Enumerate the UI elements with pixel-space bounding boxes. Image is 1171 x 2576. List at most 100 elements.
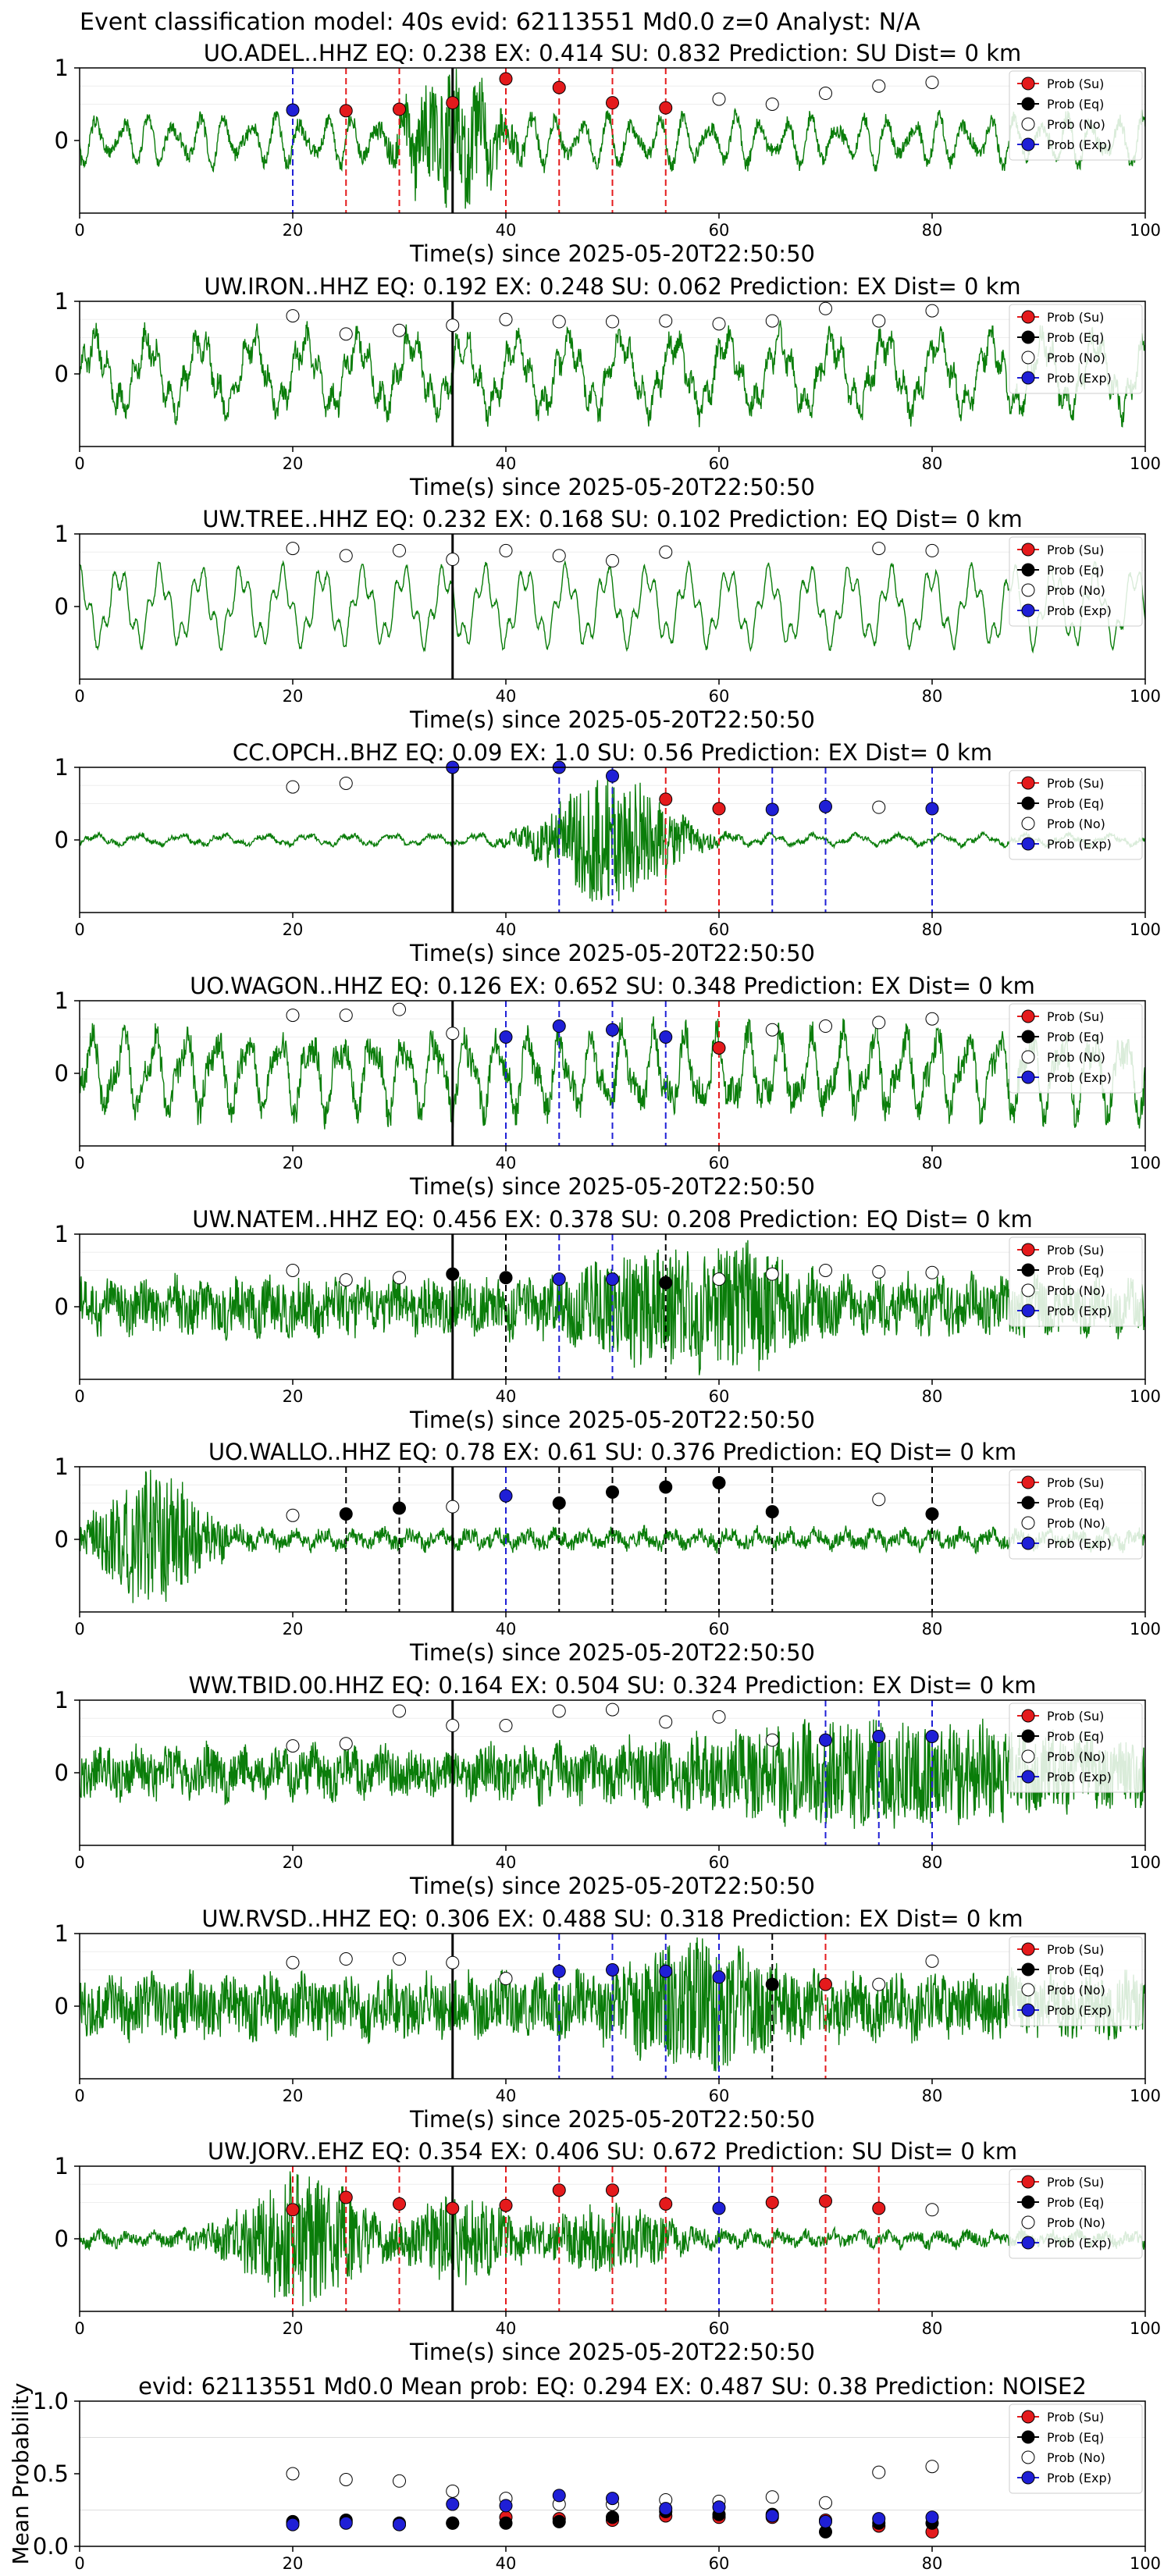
- legend-marker: [1021, 583, 1035, 597]
- waveform-trace: [80, 69, 1145, 209]
- probability-point-exp: [499, 1030, 513, 1044]
- legend-entry-exp: Prob (Exp): [1017, 2236, 1112, 2250]
- x-tick-label: 100: [1130, 2319, 1161, 2338]
- probability-point-eq: [712, 1475, 726, 1489]
- mean-point-eq: [552, 2514, 566, 2528]
- probability-point-no: [606, 1703, 619, 1717]
- probability-point-no: [872, 79, 886, 93]
- probability-point-no: [765, 314, 779, 328]
- probability-point-no: [925, 304, 939, 318]
- probability-point-no: [872, 1016, 886, 1030]
- probability-point-eq: [765, 1505, 779, 1519]
- y-tick-label: 0: [55, 2226, 69, 2252]
- panel-title: UW.RVSD..HHZ EQ: 0.306 EX: 0.488 SU: 0.3…: [201, 1905, 1023, 1932]
- legend-marker: [1021, 1536, 1035, 1550]
- legend-label: Prob (No): [1047, 1283, 1105, 1298]
- probability-point-su: [659, 792, 673, 806]
- probability-point-su: [819, 2194, 832, 2208]
- y-tick-label: 0: [55, 1759, 69, 1786]
- probability-point-no: [659, 545, 673, 559]
- probability-point-exp: [552, 1964, 566, 1978]
- x-tick-label: 80: [922, 687, 943, 706]
- probability-point-su: [872, 2201, 886, 2215]
- legend-entry-exp: Prob (Exp): [1017, 603, 1112, 618]
- legend-marker: [1021, 2215, 1035, 2229]
- x-tick-label: 40: [496, 1853, 517, 1872]
- legend-entry-exp: Prob (Exp): [1017, 837, 1112, 852]
- x-tick-label: 60: [709, 1853, 730, 1872]
- legend-marker: [1021, 2003, 1035, 2017]
- x-axis-label: Time(s) since 2025-05-20T22:50:50: [409, 1173, 815, 1200]
- mean-point-exp: [393, 2517, 406, 2532]
- legend-entry-exp: Prob (Exp): [1017, 2003, 1112, 2018]
- mean-point-exp: [872, 2512, 886, 2526]
- probability-point-no: [712, 1272, 726, 1286]
- panel-title: UO.WAGON..HHZ EQ: 0.126 EX: 0.652 SU: 0.…: [190, 973, 1035, 999]
- probability-point-no: [393, 1704, 406, 1718]
- legend-entry-no: Prob (No): [1017, 2215, 1105, 2230]
- y-tick-label: 0: [55, 361, 69, 387]
- probability-point-no: [659, 314, 673, 328]
- legend-marker: [1021, 1475, 1035, 1489]
- legend-entry-su: Prob (Su): [1017, 2175, 1104, 2190]
- probability-point-no: [765, 1267, 779, 1281]
- legend-marker: [1021, 1942, 1035, 1956]
- waveform-trace: [80, 774, 1145, 902]
- legend-entry-eq: Prob (Eq): [1017, 1496, 1104, 1510]
- legend-marker: [1021, 2430, 1035, 2444]
- x-tick-label: 80: [922, 1154, 943, 1172]
- probability-point-no: [765, 1023, 779, 1037]
- x-tick-label: 60: [709, 1387, 730, 1406]
- station-panel: UO.WAGON..HHZ EQ: 0.126 EX: 0.652 SU: 0.…: [55, 973, 1162, 1200]
- x-tick-label: 100: [1130, 687, 1161, 706]
- probability-point-no: [286, 1955, 300, 1969]
- x-tick-label: 100: [1130, 221, 1161, 240]
- x-tick-label: 0: [74, 687, 84, 706]
- y-tick-label: 0: [55, 1993, 69, 2019]
- legend-label: Prob (Su): [1047, 2175, 1104, 2190]
- legend-label: Prob (Su): [1047, 76, 1104, 91]
- legend-marker: [1021, 1030, 1035, 1044]
- probability-point-no: [552, 1704, 566, 1718]
- x-tick-label: 0: [74, 2087, 84, 2105]
- legend-label: Prob (Su): [1047, 776, 1104, 791]
- x-tick-label: 60: [709, 2319, 730, 2338]
- waveform-trace: [80, 560, 1145, 654]
- x-tick-label: 80: [922, 1387, 943, 1406]
- probability-point-no: [286, 309, 300, 323]
- station-panel: CC.OPCH..BHZ EQ: 0.09 EX: 1.0 SU: 0.56 P…: [55, 739, 1162, 966]
- probability-point-exp: [606, 1963, 619, 1976]
- legend-entry-no: Prob (No): [1017, 1516, 1105, 1531]
- probability-point-no: [446, 1955, 460, 1969]
- x-tick-label: 40: [496, 1620, 517, 1638]
- y-tick-label: 0: [55, 593, 69, 620]
- station-panel: UW.JORV..EHZ EQ: 0.354 EX: 0.406 SU: 0.6…: [55, 2138, 1162, 2365]
- probability-point-eq: [393, 1501, 406, 1515]
- mean-point-eq: [606, 2510, 619, 2524]
- legend-label: Prob (Eq): [1047, 1962, 1104, 1977]
- panel-title: UO.WALLO..HHZ EQ: 0.78 EX: 0.61 SU: 0.37…: [208, 1439, 1016, 1465]
- probability-point-no: [499, 312, 513, 326]
- panel-title: UW.NATEM..HHZ EQ: 0.456 EX: 0.378 SU: 0.…: [192, 1206, 1032, 1233]
- mean-point-exp: [446, 2497, 460, 2511]
- x-tick-label: 80: [922, 454, 943, 473]
- x-axis-label: Time(s) since 2025-05-20T22:50:50: [409, 2106, 815, 2133]
- probability-point-eq: [552, 1496, 566, 1510]
- probability-point-no: [446, 1719, 460, 1733]
- probability-point-no: [339, 549, 353, 563]
- legend-entry-eq: Prob (Eq): [1017, 330, 1104, 345]
- legend-marker: [1021, 796, 1035, 810]
- x-tick-label: 20: [283, 687, 304, 706]
- probability-point-no: [606, 315, 619, 329]
- legend-marker: [1021, 1050, 1035, 1064]
- x-tick-label: 20: [283, 2554, 304, 2573]
- probability-point-no: [712, 92, 726, 106]
- x-tick-label: 100: [1130, 920, 1161, 939]
- legend-marker: [1021, 1516, 1035, 1530]
- probability-point-no: [872, 1977, 886, 1991]
- legend-box: [1009, 2403, 1143, 2494]
- probability-point-no: [393, 1271, 406, 1285]
- mean-point-exp: [606, 2492, 619, 2506]
- legend-marker: [1021, 2175, 1035, 2189]
- probability-point-eq: [499, 1271, 513, 1285]
